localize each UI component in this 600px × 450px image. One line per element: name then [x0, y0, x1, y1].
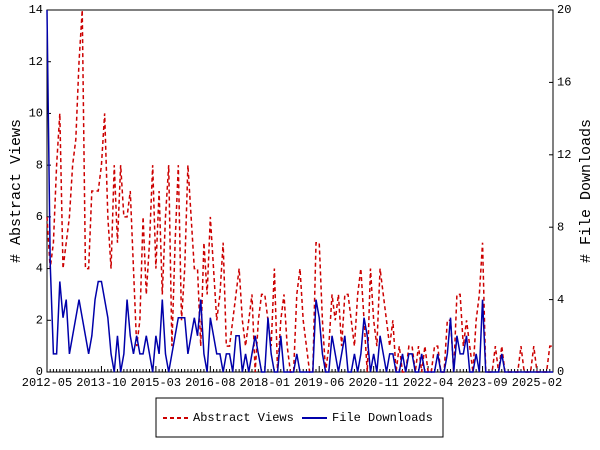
y2-tick-label: 20 — [557, 3, 571, 17]
legend-box — [155, 397, 444, 438]
y-tick-label: 4 — [36, 262, 43, 276]
y2-tick-label: 4 — [557, 293, 564, 307]
x-tick-label: 2020-11 — [348, 376, 398, 390]
legend-label: File Downloads — [332, 411, 433, 425]
y-axis-label: # Abstract Views — [8, 119, 25, 263]
y2-tick-label: 16 — [557, 76, 571, 90]
y-tick-label: 8 — [36, 158, 43, 172]
y-tick-label: 0 — [36, 365, 43, 379]
x-tick-label: 2015-03 — [131, 376, 181, 390]
x-tick-label: 2016-08 — [185, 376, 235, 390]
y2-axis-label: # File Downloads — [578, 119, 595, 263]
legend-label: Abstract Views — [193, 411, 294, 425]
y-tick-label: 6 — [36, 210, 43, 224]
x-tick-label: 2012-05 — [22, 376, 72, 390]
x-tick-label: 2023-09 — [457, 376, 507, 390]
series-line — [46, 9, 553, 373]
y-tick-label: 2 — [36, 313, 43, 327]
y2-tick-label: 12 — [557, 148, 571, 162]
x-tick-label: 2025-02 — [512, 376, 562, 390]
x-tick-label: 2019-06 — [294, 376, 344, 390]
series-line — [46, 9, 553, 373]
x-tick-label: 2022-04 — [403, 376, 453, 390]
x-tick-label: 2013-10 — [76, 376, 126, 390]
x-tick-label: 2018-01 — [240, 376, 290, 390]
y2-tick-label: 0 — [557, 365, 564, 379]
y-tick-label: 14 — [29, 3, 43, 17]
y-tick-label: 10 — [29, 107, 43, 121]
y2-tick-label: 8 — [557, 220, 564, 234]
y-tick-label: 12 — [29, 55, 43, 69]
